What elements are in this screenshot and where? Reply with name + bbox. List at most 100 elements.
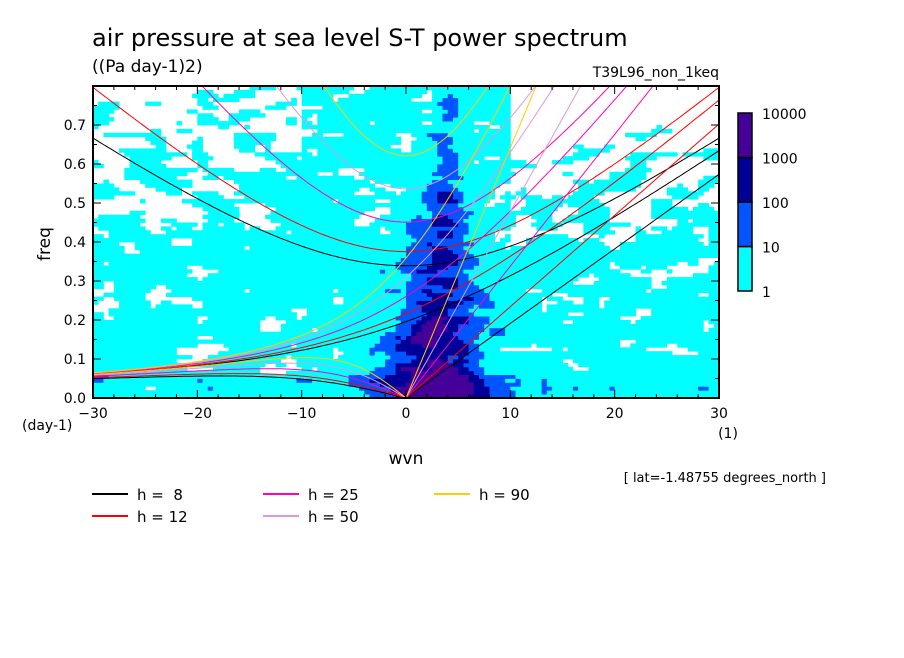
heatmap-cell: [98, 335, 104, 340]
heatmap-cell: [479, 362, 485, 368]
heatmap-cell: [181, 222, 188, 227]
heatmap-cell: [176, 281, 183, 286]
heatmap-cell: [327, 351, 334, 356]
heatmap-cell: [390, 132, 396, 138]
heatmap-cell: [348, 327, 355, 333]
heatmap-cell: [155, 265, 162, 270]
heatmap-cell: [301, 261, 308, 266]
heatmap-cell: [327, 109, 334, 114]
heatmap-cell: [249, 171, 256, 177]
heatmap-cell: [364, 378, 370, 383]
heatmap-cell: [317, 199, 323, 204]
heatmap-cell: [212, 284, 219, 290]
heatmap-cell: [369, 86, 376, 91]
heatmap-cell: [171, 366, 177, 372]
heatmap-cell: [353, 245, 360, 251]
heatmap-cell: [437, 203, 443, 208]
heatmap-cell: [437, 191, 443, 196]
heatmap-cell: [223, 343, 230, 348]
heatmap-cell: [291, 249, 297, 255]
heatmap-cell: [103, 105, 110, 110]
heatmap-cell: [306, 89, 313, 95]
heatmap-cell: [244, 175, 250, 180]
heatmap-cell: [113, 390, 120, 395]
heatmap-cell: [322, 265, 329, 270]
heatmap-cell: [385, 101, 391, 106]
heatmap-cell: [93, 261, 99, 266]
heatmap-cell: [113, 312, 120, 317]
heatmap-cell: [202, 226, 209, 231]
heatmap-cell: [458, 113, 464, 118]
heatmap-cell: [223, 284, 230, 290]
heatmap-cell: [421, 140, 428, 145]
heatmap-cell: [218, 304, 224, 309]
heatmap-cell: [296, 347, 303, 352]
heatmap-cell: [254, 265, 261, 270]
heatmap-cell: [437, 206, 443, 212]
heatmap-cell: [473, 300, 480, 305]
heatmap-cell: [275, 249, 282, 255]
heatmap-cell: [369, 113, 376, 118]
heatmap-cell: [332, 292, 339, 297]
heatmap-cell: [296, 160, 303, 165]
heatmap-cell: [421, 386, 428, 391]
heatmap-cell: [270, 183, 276, 188]
heatmap-cell: [374, 97, 381, 102]
heatmap-cell: [113, 351, 120, 356]
heatmap-cell: [244, 230, 250, 235]
heatmap-cell: [411, 355, 417, 360]
heatmap-cell: [113, 323, 120, 329]
heatmap-cell: [160, 378, 167, 383]
heatmap-cell: [186, 109, 193, 114]
heatmap-cell: [306, 394, 313, 398]
heatmap-cell: [119, 300, 125, 305]
heatmap-cell: [379, 187, 386, 192]
heatmap-cell: [166, 331, 172, 336]
heatmap-cell: [275, 261, 282, 266]
heatmap-cell: [228, 296, 235, 301]
heatmap-cell: [463, 390, 469, 395]
heatmap-cell: [343, 343, 350, 348]
heatmap-cell: [98, 386, 104, 391]
heatmap-cell: [301, 113, 308, 118]
heatmap-cell: [259, 343, 266, 348]
heatmap-cell: [447, 362, 454, 368]
heatmap-cell: [296, 362, 303, 368]
heatmap-cell: [385, 288, 391, 294]
heatmap-cell: [458, 171, 464, 177]
heatmap-cell: [426, 308, 433, 313]
heatmap-cell: [233, 347, 240, 352]
heatmap-cell: [359, 230, 365, 235]
heatmap-cell: [369, 335, 376, 340]
heatmap-cell: [379, 366, 386, 372]
heatmap-cell: [249, 238, 256, 243]
heatmap-cell: [317, 148, 323, 153]
heatmap-cell: [379, 164, 386, 169]
heatmap-cell: [124, 132, 130, 138]
heatmap-cell: [317, 304, 323, 309]
heatmap-cell: [489, 117, 496, 122]
heatmap-cell: [452, 132, 459, 138]
heatmap-cell: [411, 86, 417, 91]
heatmap-cell: [317, 226, 323, 231]
heatmap-cell: [442, 117, 449, 122]
heatmap-cell: [317, 121, 323, 126]
heatmap-cell: [416, 281, 423, 286]
heatmap-cell: [374, 152, 381, 157]
heatmap-cell: [332, 382, 339, 387]
heatmap-cell: [385, 191, 391, 196]
heatmap-cell: [202, 386, 209, 391]
heatmap-cell: [291, 273, 297, 278]
heatmap-cell: [442, 359, 449, 364]
heatmap-cell: [254, 234, 261, 239]
heatmap-cell: [447, 167, 454, 173]
heatmap-cell: [239, 245, 245, 251]
heatmap-cell: [327, 284, 334, 290]
heatmap-cell: [489, 187, 496, 192]
heatmap-cell: [181, 308, 188, 313]
heatmap-cell: [463, 144, 469, 149]
heatmap-cell: [489, 284, 496, 290]
heatmap-cell: [473, 183, 480, 188]
heatmap-cell: [119, 273, 125, 278]
heatmap-cell: [395, 128, 402, 134]
